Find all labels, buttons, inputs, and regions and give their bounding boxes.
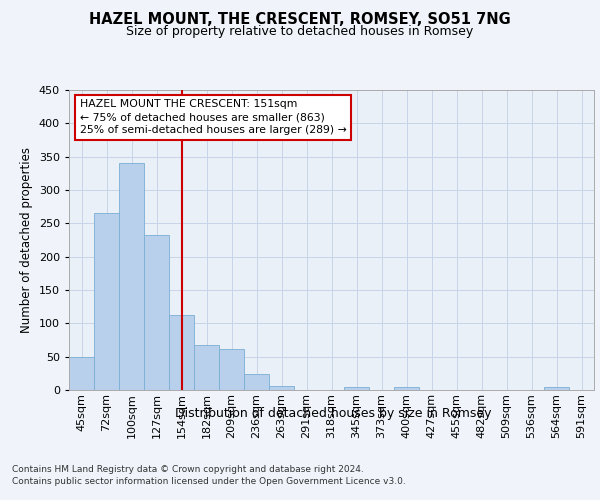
Bar (394, 388, 419, 390)
Text: Size of property relative to detached houses in Romsey: Size of property relative to detached ho… (127, 25, 473, 38)
Bar (144, 236, 169, 390)
Bar (169, 314, 194, 390)
Text: Contains public sector information licensed under the Open Government Licence v3: Contains public sector information licen… (12, 478, 406, 486)
Bar (344, 386, 369, 390)
Bar (119, 164, 144, 390)
Bar (219, 350, 244, 390)
Text: HAZEL MOUNT THE CRESCENT: 151sqm
← 75% of detached houses are smaller (863)
25% : HAZEL MOUNT THE CRESCENT: 151sqm ← 75% o… (79, 99, 346, 136)
Text: Distribution of detached houses by size in Romsey: Distribution of detached houses by size … (175, 408, 491, 420)
Text: Contains HM Land Registry data © Crown copyright and database right 2024.: Contains HM Land Registry data © Crown c… (12, 465, 364, 474)
Text: HAZEL MOUNT, THE CRESCENT, ROMSEY, SO51 7NG: HAZEL MOUNT, THE CRESCENT, ROMSEY, SO51 … (89, 12, 511, 28)
Bar (244, 374, 269, 390)
Bar (544, 388, 569, 390)
Bar (94, 212, 119, 390)
Bar (69, 356, 94, 390)
Bar (194, 346, 219, 390)
Y-axis label: Number of detached properties: Number of detached properties (20, 147, 33, 333)
Bar (269, 386, 294, 390)
